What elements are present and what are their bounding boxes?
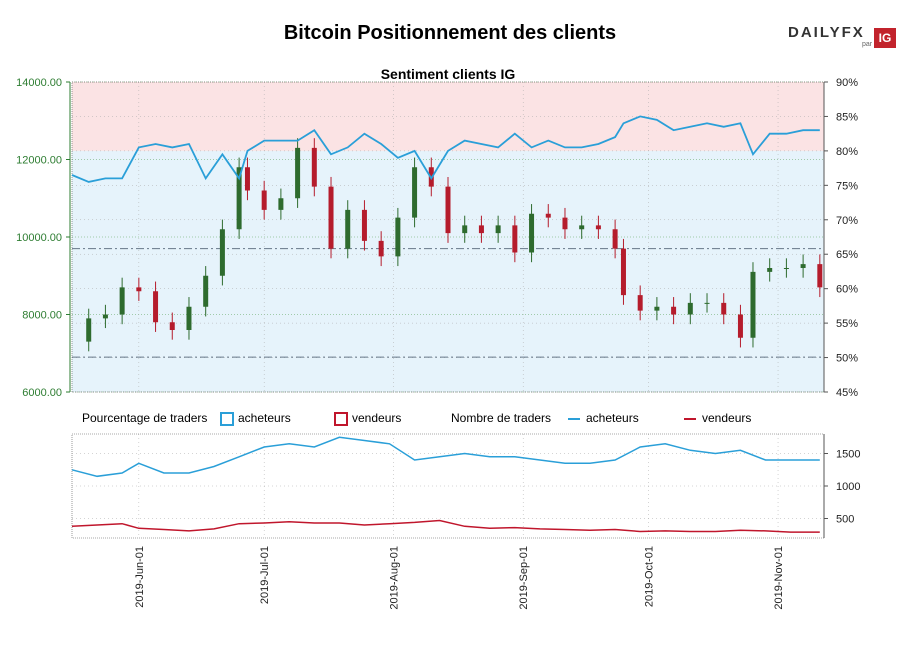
left-tick-label: 6000.00 xyxy=(22,387,62,399)
left-tick-label: 8000.00 xyxy=(22,310,62,322)
count-buyers-line xyxy=(71,436,820,478)
dailyfx-logo: DAILYFX par IG xyxy=(788,24,898,52)
candle-body xyxy=(671,306,677,315)
candle-body xyxy=(311,147,317,187)
candle-body xyxy=(529,213,535,253)
x-tick-label: 2019-Nov-01 xyxy=(773,546,785,610)
legend-pct-sellers: vendeurs xyxy=(334,411,401,426)
candle-body xyxy=(278,198,284,210)
candle-body xyxy=(102,314,108,319)
legend-pct-title: Pourcentage de traders xyxy=(82,411,208,425)
lower-tick-label: 1000 xyxy=(836,481,860,493)
logo-par: par xyxy=(862,41,873,48)
right-tick-label: 90% xyxy=(836,77,858,89)
x-tick-label: 2019-Oct-01 xyxy=(644,546,656,607)
candle-body xyxy=(445,186,451,234)
left-tick-label: 10000.00 xyxy=(16,232,62,244)
candle-body xyxy=(783,268,789,269)
candle-body xyxy=(186,306,192,330)
candle-body xyxy=(704,302,710,304)
right-tick-label: 75% xyxy=(836,180,858,192)
candle-body xyxy=(412,167,418,218)
right-tick-label: 80% xyxy=(836,146,858,158)
legend-count-sellers-label: vendeurs xyxy=(702,411,752,425)
candle-body xyxy=(737,314,743,338)
x-tick-label: 2019-Aug-01 xyxy=(389,546,401,610)
candle-body xyxy=(136,287,142,292)
legend-count-buyers-label: acheteurs xyxy=(586,411,639,425)
candle-body xyxy=(637,295,643,311)
candle-body xyxy=(244,167,250,191)
pct-buyers-line xyxy=(71,115,820,183)
candle-body xyxy=(361,209,367,241)
candle-body xyxy=(545,213,551,218)
right-tick-label: 65% xyxy=(836,249,858,261)
candle-body xyxy=(462,225,468,234)
candle-body xyxy=(595,225,601,230)
candle-body xyxy=(579,225,585,230)
x-tick-label: 2019-Sep-01 xyxy=(518,546,530,610)
legend-pct-buyers: acheteurs xyxy=(220,411,291,426)
candle-body xyxy=(345,209,351,249)
legend-line-buyers xyxy=(568,417,580,420)
legend-count-sellers: vendeurs xyxy=(684,411,751,425)
right-tick-label: 50% xyxy=(836,353,858,365)
candle-body xyxy=(800,264,806,268)
right-tick-label: 45% xyxy=(836,387,858,399)
left-tick-label: 14000.00 xyxy=(16,77,62,89)
right-tick-label: 70% xyxy=(836,215,858,227)
count-sellers-line xyxy=(71,519,820,533)
candle-body xyxy=(378,240,384,257)
candle-body xyxy=(495,225,501,234)
candle-body xyxy=(721,302,727,315)
candle-body xyxy=(86,318,92,342)
candle-body xyxy=(219,229,225,276)
legend-line-sellers xyxy=(684,417,696,420)
candle-body xyxy=(119,287,125,315)
candle-body xyxy=(767,268,773,272)
candle-body xyxy=(328,186,334,249)
right-tick-label: 55% xyxy=(836,318,858,330)
candle-body xyxy=(612,229,618,249)
candle-body xyxy=(395,217,401,257)
candle-body xyxy=(620,248,626,296)
candle-body xyxy=(562,217,568,230)
page-title: Bitcoin Positionnement des clients xyxy=(283,22,617,44)
candle-body xyxy=(687,302,693,315)
lower-tick-label: 1500 xyxy=(836,449,860,461)
chart-subtitle: Sentiment clients IG xyxy=(380,66,516,82)
legend-count-title: Nombre de traders xyxy=(451,411,552,425)
candle-body xyxy=(750,271,756,338)
candle-body xyxy=(153,291,159,323)
x-tick-label: 2019-Jun-01 xyxy=(134,546,146,608)
legend-count-buyers: acheteurs xyxy=(568,411,639,425)
right-tick-label: 85% xyxy=(836,111,858,123)
candle-body xyxy=(512,225,518,253)
candle-body xyxy=(203,275,209,307)
lower-tick-label: 500 xyxy=(836,514,854,526)
x-tick-label: 2019-Jul-01 xyxy=(259,546,271,604)
legend-box-sellers xyxy=(334,411,348,426)
legend-box-buyers xyxy=(220,411,234,426)
legend-pct-sellers-label: vendeurs xyxy=(352,411,402,425)
candle-body xyxy=(261,190,267,210)
candle-body xyxy=(295,147,301,199)
right-tick-label: 60% xyxy=(836,284,858,296)
candle-body xyxy=(236,167,242,230)
logo-ig: IG xyxy=(874,28,896,48)
candle-body xyxy=(169,322,175,330)
logo-brand: DAILYFX xyxy=(788,24,865,41)
candle-body xyxy=(654,306,660,311)
candle-body xyxy=(817,264,823,288)
candle-body xyxy=(478,225,484,234)
left-tick-label: 12000.00 xyxy=(16,155,62,167)
legend-pct-buyers-label: acheteurs xyxy=(238,411,291,425)
